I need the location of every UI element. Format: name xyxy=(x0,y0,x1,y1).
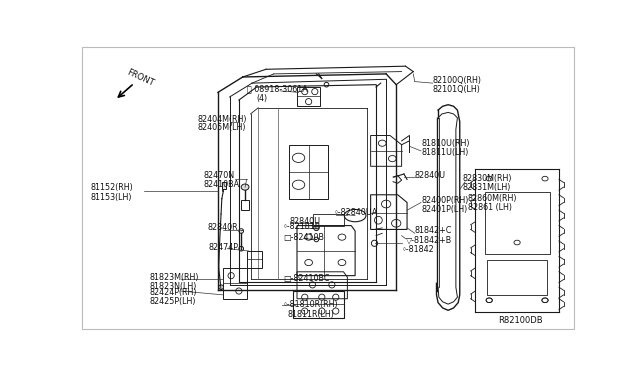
Text: 82404M(RH): 82404M(RH) xyxy=(198,115,247,124)
Text: 82470N: 82470N xyxy=(204,171,235,180)
Text: 82840U: 82840U xyxy=(289,217,321,226)
Text: 82840U: 82840U xyxy=(415,171,446,180)
Bar xyxy=(484,192,550,254)
Text: 82401P(LH): 82401P(LH) xyxy=(421,205,467,214)
Bar xyxy=(222,182,227,189)
Ellipse shape xyxy=(314,225,319,231)
Text: ◦-81842: ◦-81842 xyxy=(402,245,435,254)
Text: 81842+C: 81842+C xyxy=(415,227,452,235)
Text: 81823M(RH): 81823M(RH) xyxy=(150,273,199,282)
Text: 82860M(RH): 82860M(RH) xyxy=(467,194,517,203)
Text: 82405M(LH): 82405M(LH) xyxy=(198,123,246,132)
Text: □-82410B: □-82410B xyxy=(283,232,324,242)
Text: 82861 (LH): 82861 (LH) xyxy=(467,203,511,212)
Text: ◦-82840UA: ◦-82840UA xyxy=(334,208,378,217)
Text: 82410BA: 82410BA xyxy=(204,180,240,189)
Text: ⓝ 08918-3061A: ⓝ 08918-3061A xyxy=(246,85,307,94)
Text: 82101Q(LH): 82101Q(LH) xyxy=(433,85,481,94)
Text: 82425P(LH): 82425P(LH) xyxy=(150,297,196,306)
Text: FRONT: FRONT xyxy=(125,68,155,88)
Text: ◦-81810R(RH): ◦-81810R(RH) xyxy=(283,301,339,310)
Text: 82840R: 82840R xyxy=(208,224,239,232)
Text: 82424P(RH): 82424P(RH) xyxy=(150,288,197,297)
Text: 82100Q(RH): 82100Q(RH) xyxy=(433,76,482,85)
Text: ▽-81842+B: ▽-81842+B xyxy=(406,236,452,245)
Text: R82100DB: R82100DB xyxy=(499,316,543,325)
Text: 82831M(LH): 82831M(LH) xyxy=(463,183,511,192)
Text: □-82410BC: □-82410BC xyxy=(283,274,330,283)
Text: 82830M(RH): 82830M(RH) xyxy=(463,174,513,183)
Text: 81152(RH): 81152(RH) xyxy=(91,183,134,192)
Text: 82400P(RH): 82400P(RH) xyxy=(421,196,468,205)
Text: 81811U(LH): 81811U(LH) xyxy=(421,148,468,157)
Text: ◦-82181B: ◦-82181B xyxy=(283,222,321,231)
Text: 81811R(LH): 81811R(LH) xyxy=(288,310,335,319)
Text: 81810U(RH): 81810U(RH) xyxy=(421,139,470,148)
Text: (4): (4) xyxy=(257,94,268,103)
Bar xyxy=(487,260,547,295)
Text: 82474P: 82474P xyxy=(209,243,239,253)
Ellipse shape xyxy=(241,184,249,190)
Text: 81153(LH): 81153(LH) xyxy=(91,193,132,202)
Text: 81823N(LH): 81823N(LH) xyxy=(150,282,197,291)
